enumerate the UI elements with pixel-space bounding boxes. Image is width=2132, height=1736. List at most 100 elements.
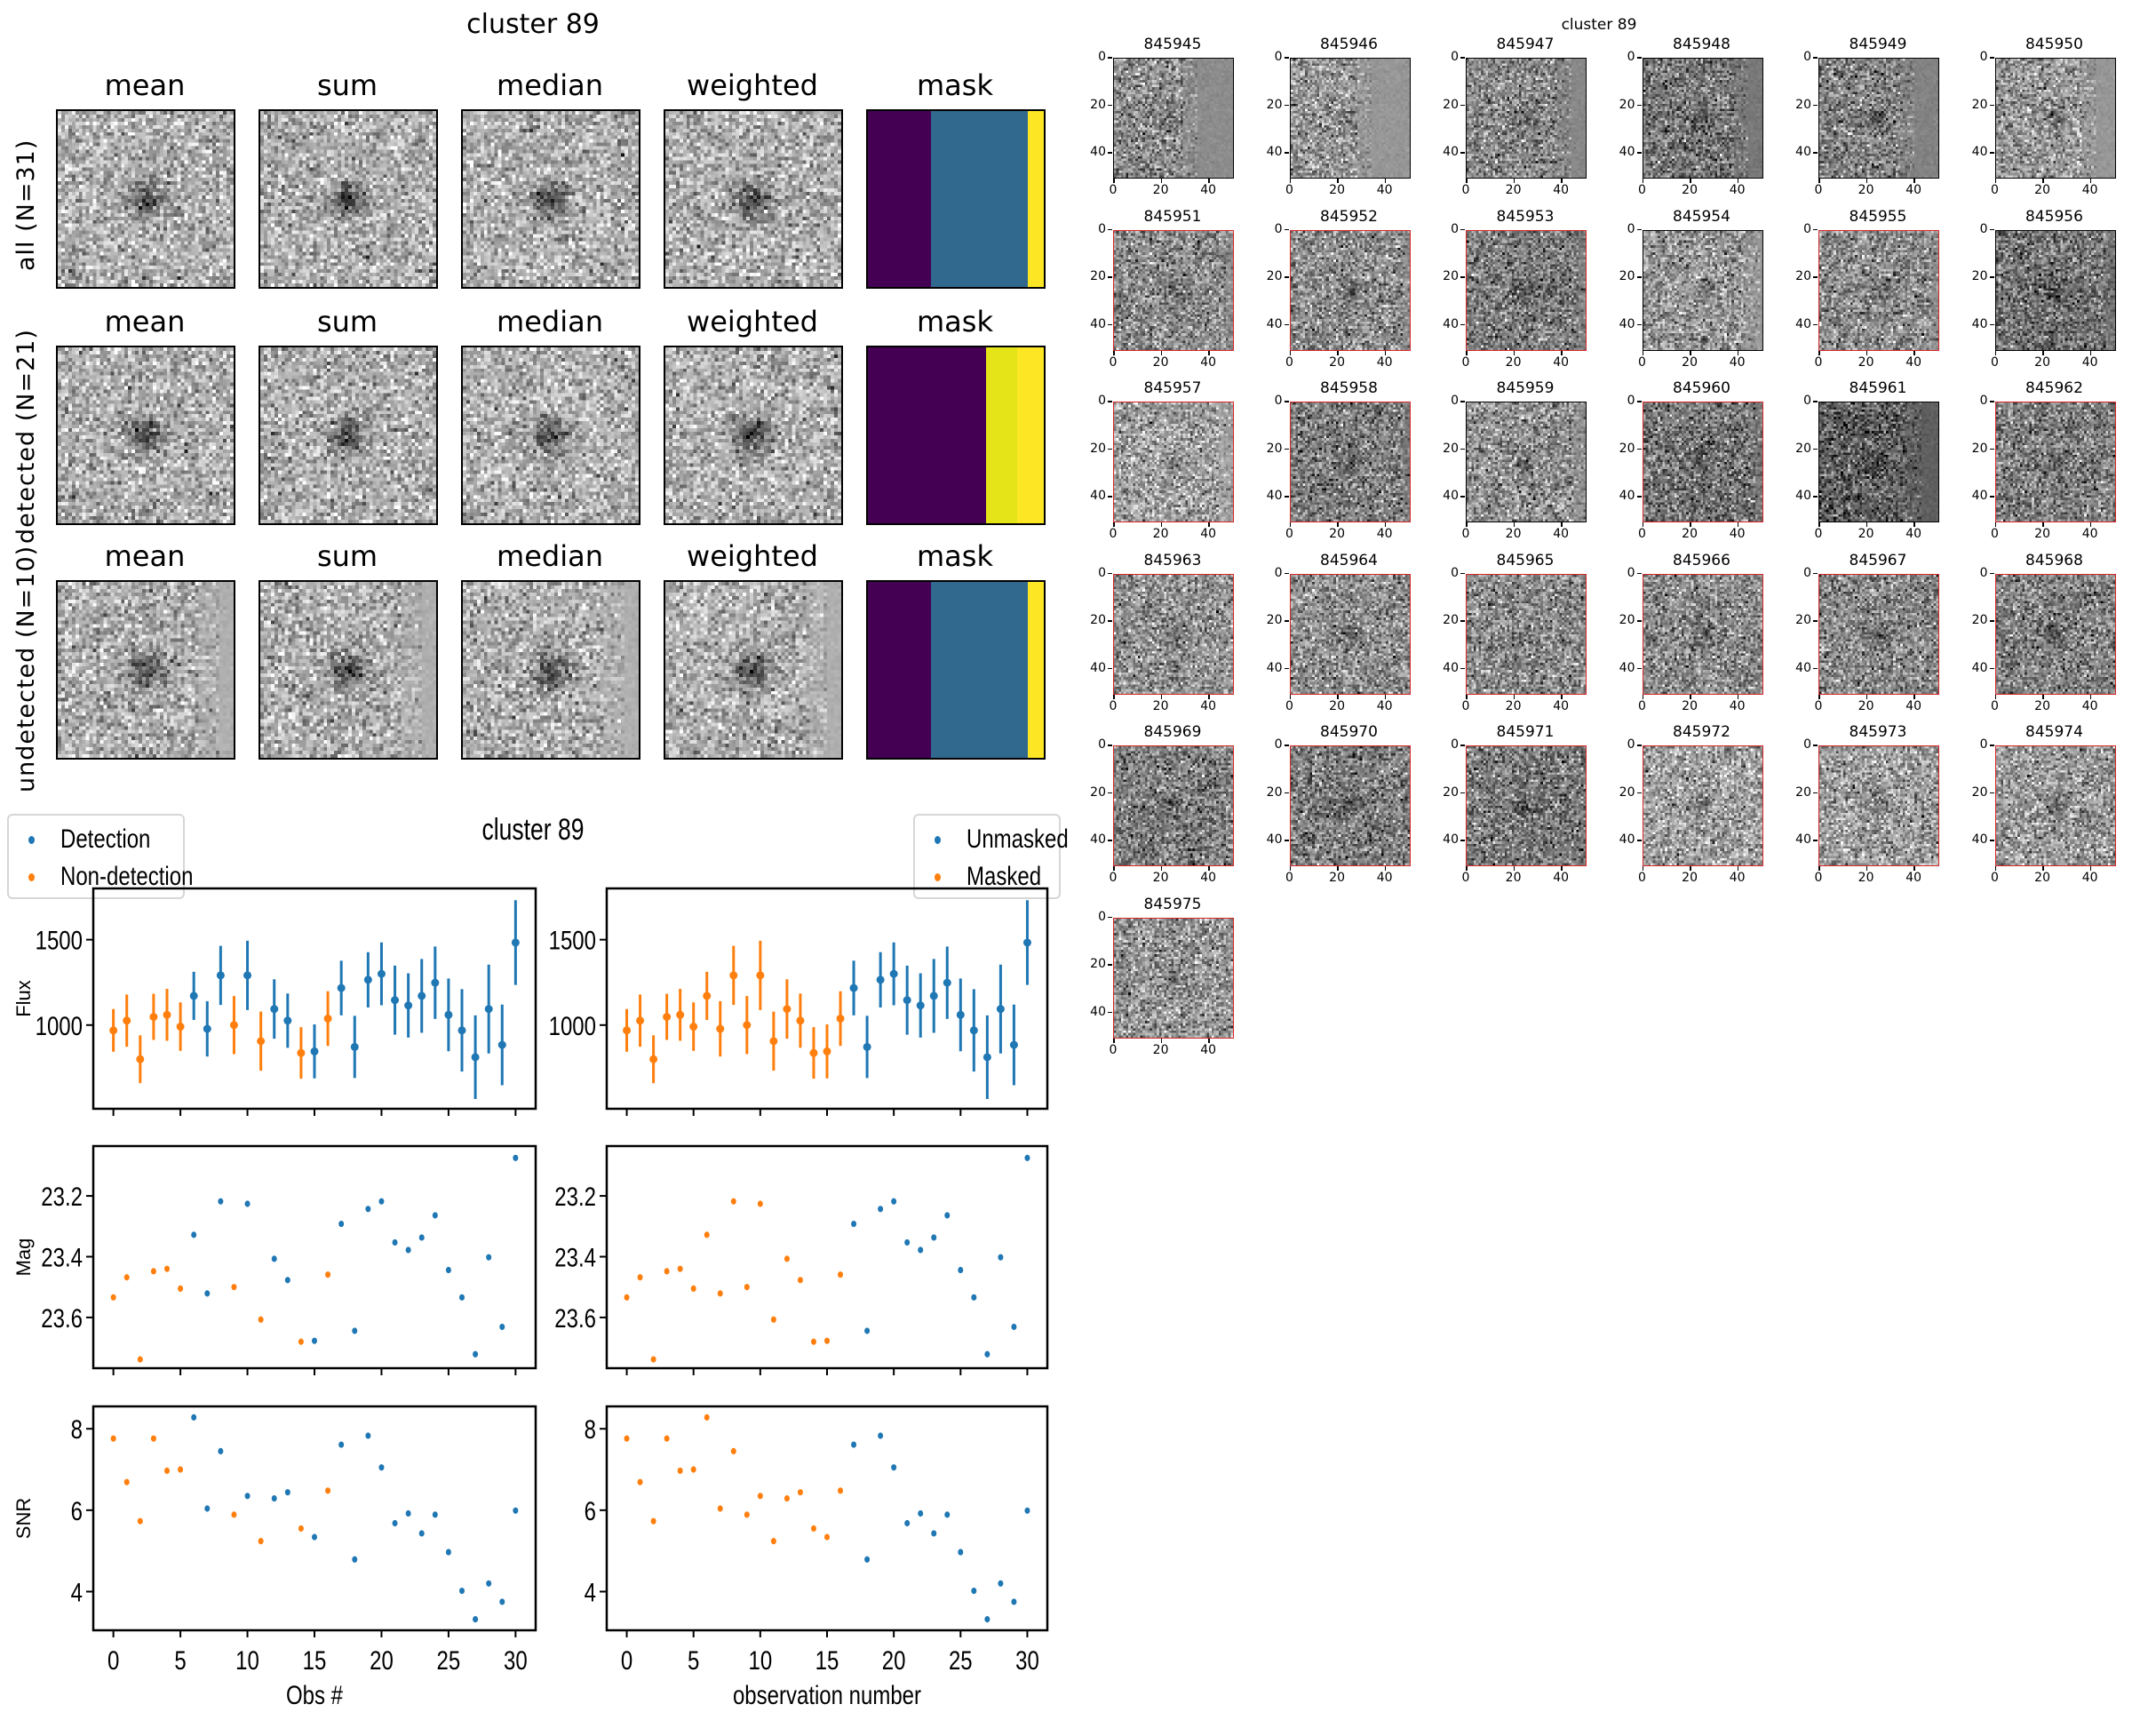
- stack-column-title-mask: mask: [917, 68, 993, 102]
- x-tick-label: 40: [1729, 527, 1746, 541]
- x-tick: [1818, 522, 1820, 527]
- x-tick: [1561, 866, 1563, 871]
- x-tick: [1866, 866, 1868, 871]
- stack-column-title-mean: mean: [104, 539, 186, 573]
- snr-point: [178, 1466, 184, 1473]
- y-tick: [1460, 745, 1465, 746]
- y-tick: [1813, 57, 1818, 59]
- stack-column-title-sum: sum: [316, 539, 378, 573]
- y-tick: [1460, 496, 1465, 498]
- y-tick: [1813, 496, 1818, 498]
- y-tick-label: 0: [1274, 50, 1283, 64]
- mag-point: [486, 1254, 492, 1261]
- y-tick-label: 20: [1971, 97, 1988, 112]
- mag-point: [664, 1268, 670, 1275]
- x-tick-label: 40: [1553, 871, 1570, 885]
- stamp-image-detected: [1642, 402, 1763, 522]
- y-tick-label: 0: [1979, 394, 1988, 408]
- stamp-title: 845962: [2025, 379, 2083, 397]
- y-tick-label: 0: [1803, 565, 1811, 580]
- snr-point: [918, 1509, 924, 1517]
- y-tick-label: 40: [1971, 832, 1988, 848]
- x-tick: [1642, 694, 1643, 699]
- lightcurve-figure-title: cluster 89: [481, 813, 585, 847]
- x-tick-label: 40: [2081, 698, 2098, 713]
- snr-point: [891, 1464, 897, 1471]
- x-tick-label: 20: [370, 1644, 394, 1675]
- y-tick: [1813, 667, 1818, 670]
- stamp-noise-image: [1995, 402, 2115, 522]
- stamp-title: 845972: [1673, 723, 1730, 741]
- flux-point: [796, 1016, 805, 1025]
- y-tick: [1284, 792, 1289, 794]
- stack-noise-image: [463, 111, 639, 287]
- x-tick-label: 0: [1638, 698, 1646, 713]
- x-tick: [1994, 866, 1996, 871]
- y-tick: [1636, 448, 1642, 450]
- y-tick: [1284, 104, 1289, 107]
- mag-point: [770, 1316, 776, 1323]
- stamp-image-detected: [1289, 745, 1411, 866]
- mag-point: [744, 1284, 750, 1291]
- snr-point: [231, 1511, 237, 1518]
- stamp-title: 845951: [1143, 207, 1202, 226]
- flux-point: [756, 971, 765, 980]
- flux-point: [418, 991, 426, 1000]
- y-tick: [1284, 401, 1289, 402]
- snr-point: [473, 1616, 479, 1623]
- y-tick: [1460, 401, 1465, 402]
- stamp-noise-image: [1290, 59, 1410, 178]
- stack-column-title-weighted: weighted: [687, 539, 818, 573]
- x-tick: [1690, 522, 1691, 527]
- y-tick: [1460, 152, 1465, 154]
- y-tick-label: 40: [1266, 316, 1283, 331]
- y-tick: [1460, 448, 1465, 450]
- stamp-image-detected: [1818, 229, 1939, 351]
- flux-point: [471, 1053, 480, 1062]
- legend-marker-detection: [28, 836, 35, 844]
- y-tick-label: 0: [1098, 394, 1106, 408]
- x-tick: [1160, 866, 1163, 871]
- x-tick-label: 0: [1285, 871, 1293, 885]
- y-tick-label: 40: [1266, 832, 1283, 848]
- flux-point: [889, 969, 898, 978]
- y-tick-label: 1000: [549, 1010, 596, 1040]
- flux-point: [623, 1026, 632, 1035]
- y-tick: [1813, 745, 1818, 746]
- snr-point: [704, 1413, 710, 1421]
- x-tick: [1384, 350, 1387, 355]
- x-tick-label: 20: [1682, 527, 1698, 541]
- x-tick-label: 40: [2081, 183, 2098, 197]
- snr-point: [137, 1517, 143, 1525]
- y-tick: [1108, 916, 1112, 918]
- stamp-image-detected: [1994, 573, 2116, 695]
- mag-point: [838, 1271, 844, 1278]
- stamp-image: [1642, 58, 1763, 179]
- y-tick-label: 40: [1443, 145, 1459, 160]
- flux-point: [229, 1021, 238, 1030]
- flux-point: [943, 978, 951, 987]
- panel-mag-right: 23.2 23.4 23.6: [554, 1144, 1049, 1375]
- mag-point: [338, 1220, 345, 1228]
- x-tick-label: 0: [1461, 354, 1470, 370]
- x-tick-label: 40: [2081, 527, 2098, 541]
- mag-point: [244, 1200, 251, 1207]
- y-tick: [1108, 840, 1112, 841]
- x-tick-label: 5: [688, 1644, 699, 1675]
- mag-point: [150, 1268, 156, 1275]
- x-tick-label: 0: [107, 1644, 119, 1675]
- stack-noise-image: [58, 582, 234, 758]
- y-tick-label: 40: [1619, 832, 1635, 848]
- x-tick: [1466, 179, 1468, 183]
- stack-image-detected-sum: [259, 346, 438, 525]
- x-tick: [1160, 1038, 1163, 1043]
- mag-point: [164, 1265, 170, 1272]
- y-tick-label: 40: [1971, 316, 1988, 331]
- x-tick-label: 20: [1505, 354, 1522, 370]
- x-tick-label: 0: [1109, 698, 1118, 713]
- snr-point: [838, 1487, 844, 1494]
- mag-point: [325, 1271, 331, 1278]
- stamp-title: 845948: [1673, 36, 1730, 53]
- snr-point: [123, 1478, 130, 1485]
- x-tick-label: 0: [1814, 527, 1823, 541]
